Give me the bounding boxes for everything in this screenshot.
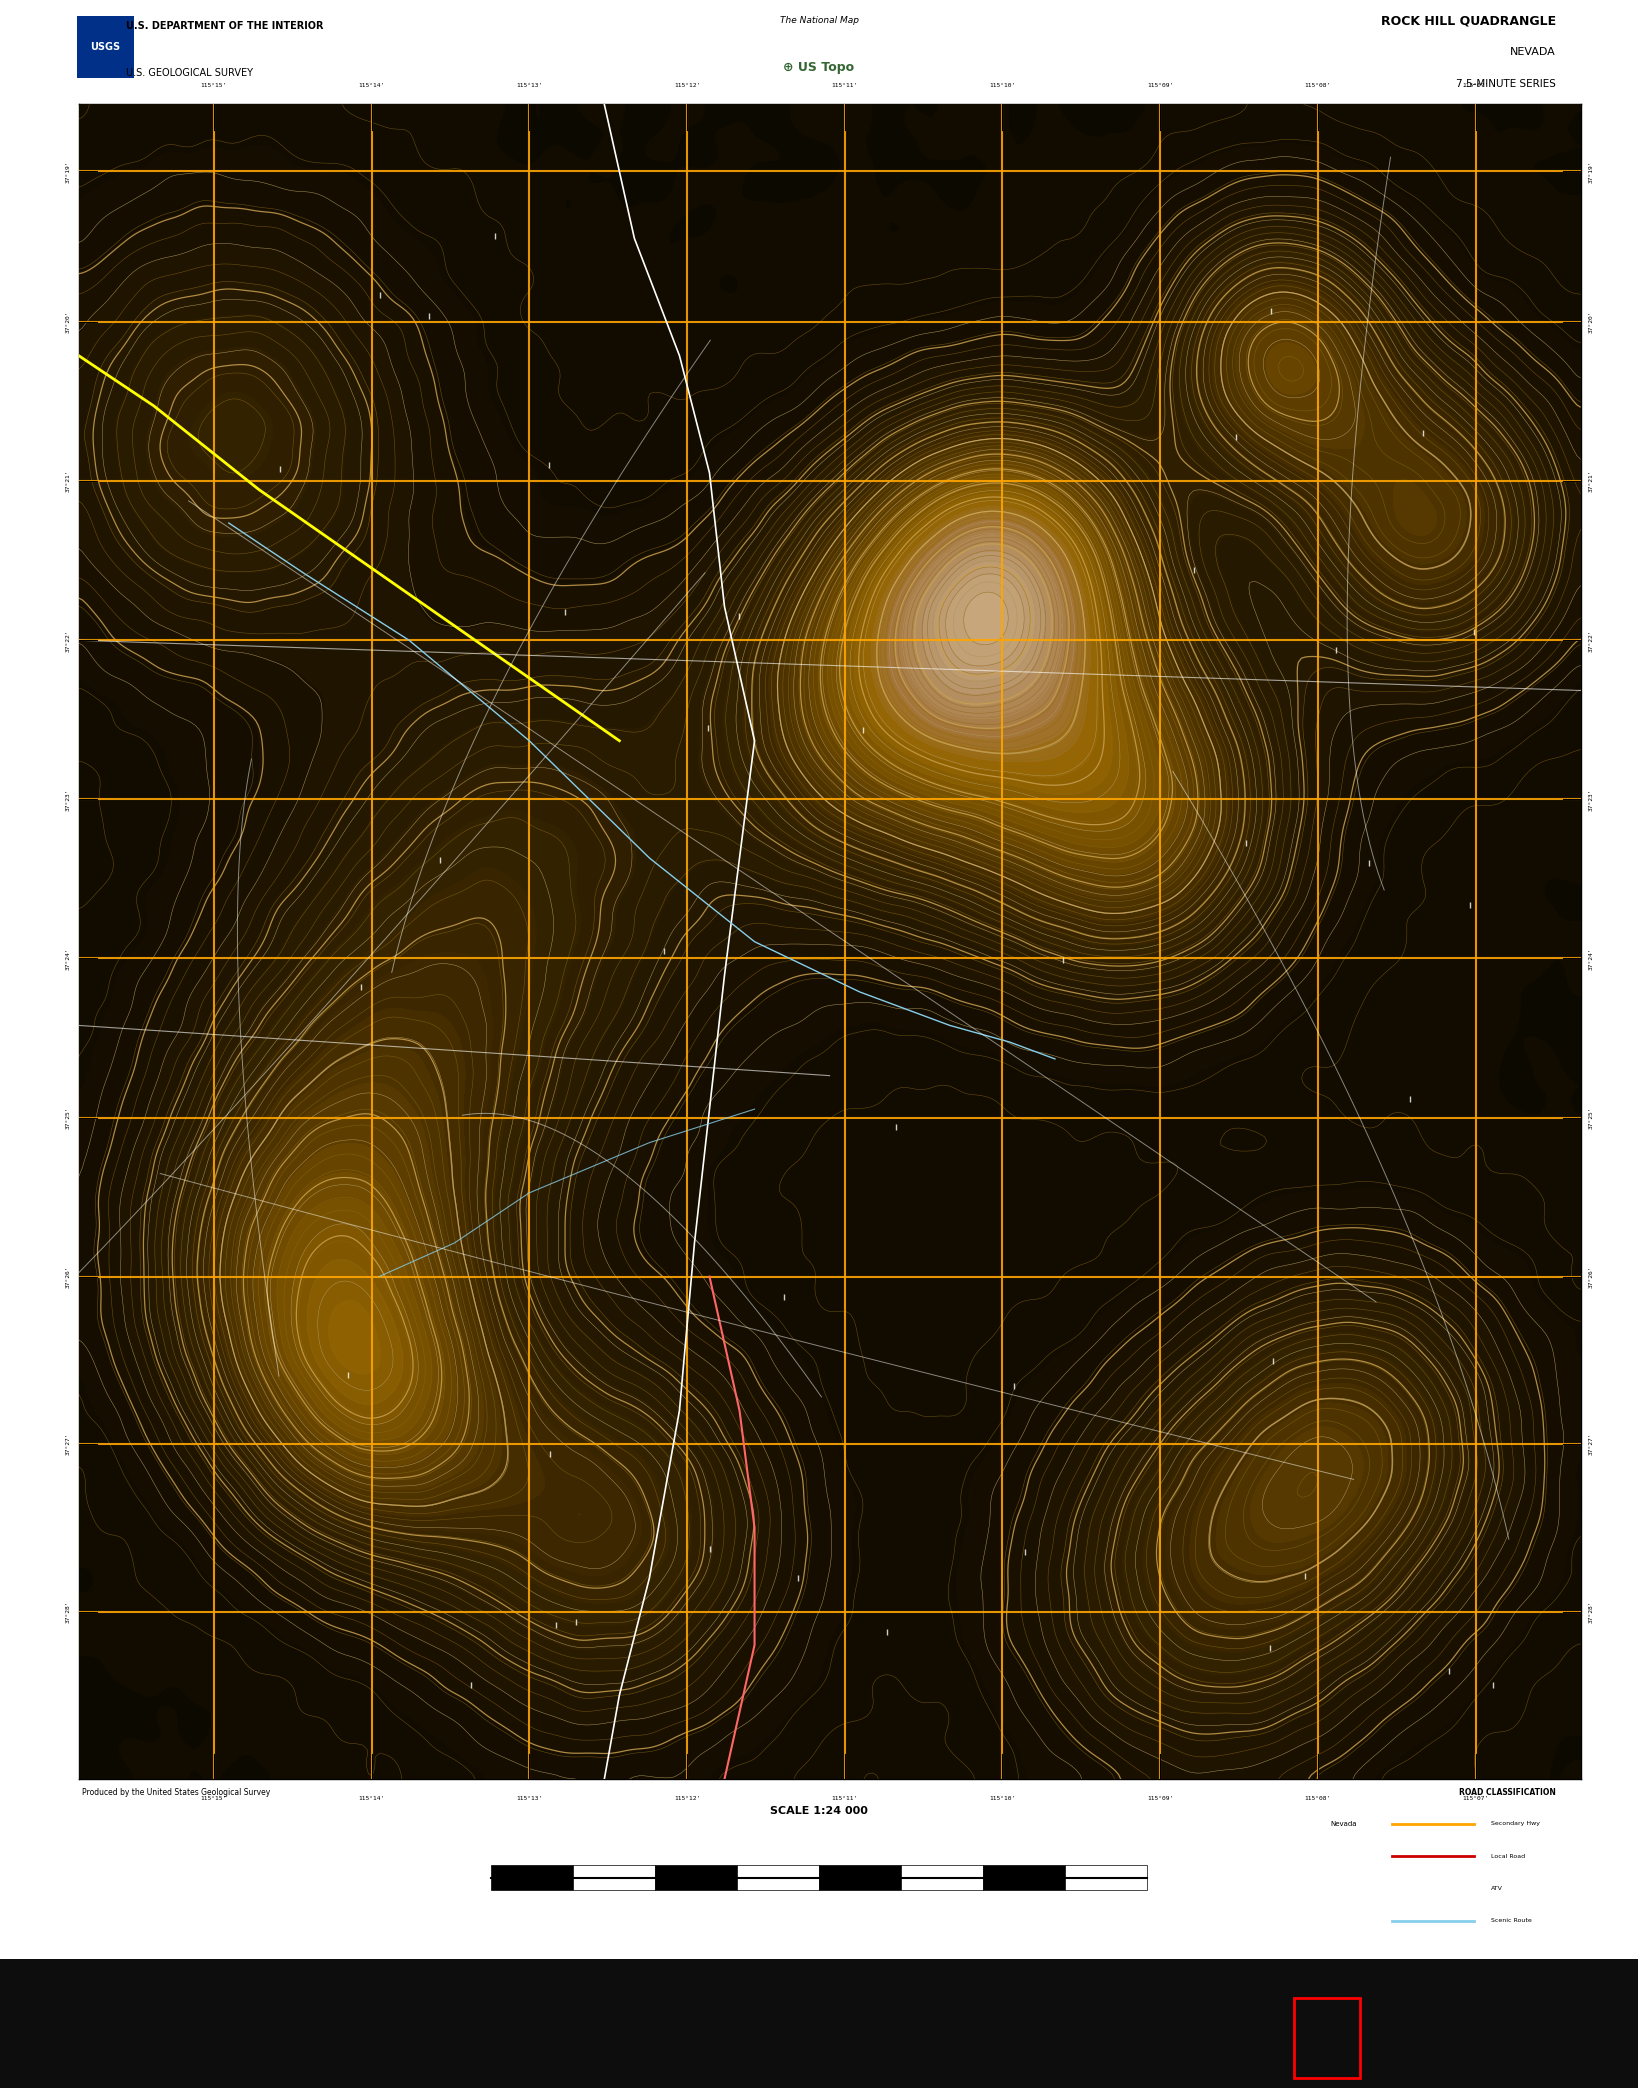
Text: 115°07': 115°07' bbox=[1463, 1796, 1489, 1800]
Text: 37°27': 37°27' bbox=[1589, 1432, 1594, 1455]
Text: USGS: USGS bbox=[90, 42, 120, 52]
Text: 37°26': 37°26' bbox=[66, 1265, 70, 1288]
Text: NEVADA: NEVADA bbox=[1510, 48, 1556, 56]
Text: 37°25': 37°25' bbox=[1589, 1107, 1594, 1130]
Bar bbox=[819, 1865, 901, 1890]
Text: 115°08': 115°08' bbox=[1305, 1796, 1332, 1800]
Text: Nevada: Nevada bbox=[1330, 1821, 1356, 1827]
Text: The National Map: The National Map bbox=[780, 17, 858, 25]
Text: 37°20': 37°20' bbox=[1589, 311, 1594, 334]
Text: 37°21': 37°21' bbox=[1589, 470, 1594, 493]
Text: 115°08': 115°08' bbox=[1305, 84, 1332, 88]
Text: 115°15': 115°15' bbox=[201, 1796, 228, 1800]
Text: 115°15': 115°15' bbox=[201, 84, 228, 88]
Text: 7.5-MINUTE SERIES: 7.5-MINUTE SERIES bbox=[1456, 79, 1556, 88]
Text: U.S. GEOLOGICAL SURVEY: U.S. GEOLOGICAL SURVEY bbox=[126, 69, 254, 77]
Text: 115°10': 115°10' bbox=[989, 84, 1016, 88]
Text: 115°09': 115°09' bbox=[1147, 1796, 1173, 1800]
Bar bbox=[1294, 1998, 1360, 2078]
Bar bbox=[0, 1959, 1638, 2088]
Text: Scenic Route: Scenic Route bbox=[1491, 1919, 1532, 1923]
Text: 37°23': 37°23' bbox=[1589, 787, 1594, 810]
Bar bbox=[491, 1865, 573, 1890]
Text: 37°24': 37°24' bbox=[1589, 948, 1594, 969]
Text: U.S. DEPARTMENT OF THE INTERIOR: U.S. DEPARTMENT OF THE INTERIOR bbox=[126, 21, 324, 31]
Bar bbox=[737, 1865, 819, 1890]
Text: ROAD CLASSIFICATION: ROAD CLASSIFICATION bbox=[1458, 1787, 1556, 1798]
Bar bbox=[1065, 1865, 1147, 1890]
Text: 115°11': 115°11' bbox=[832, 84, 858, 88]
Text: SCALE 1:24 000: SCALE 1:24 000 bbox=[770, 1806, 868, 1817]
Text: 37°26': 37°26' bbox=[1589, 1265, 1594, 1288]
Text: 37°20': 37°20' bbox=[66, 311, 70, 334]
Text: 115°13': 115°13' bbox=[516, 84, 542, 88]
Bar bbox=[901, 1865, 983, 1890]
Text: Produced by the United States Geological Survey: Produced by the United States Geological… bbox=[82, 1787, 270, 1798]
Text: Local Road: Local Road bbox=[1491, 1854, 1525, 1858]
Text: 37°23': 37°23' bbox=[66, 787, 70, 810]
Text: 115°13': 115°13' bbox=[516, 1796, 542, 1800]
Text: 115°07': 115°07' bbox=[1463, 84, 1489, 88]
Text: ⊕ US Topo: ⊕ US Topo bbox=[783, 61, 855, 75]
Text: 37°22': 37°22' bbox=[66, 628, 70, 651]
Text: 37°24': 37°24' bbox=[66, 948, 70, 969]
Text: 37°22': 37°22' bbox=[1589, 628, 1594, 651]
Text: 115°12': 115°12' bbox=[673, 84, 699, 88]
Text: 37°19': 37°19' bbox=[66, 161, 70, 182]
Text: 37°21': 37°21' bbox=[66, 470, 70, 493]
Text: 115°14': 115°14' bbox=[359, 84, 385, 88]
Text: 115°12': 115°12' bbox=[673, 1796, 699, 1800]
Bar bbox=[655, 1865, 737, 1890]
Text: 37°28': 37°28' bbox=[1589, 1599, 1594, 1622]
Text: Secondary Hwy: Secondary Hwy bbox=[1491, 1821, 1540, 1827]
Bar bbox=[573, 1865, 655, 1890]
Text: 115°09': 115°09' bbox=[1147, 84, 1173, 88]
Text: 115°11': 115°11' bbox=[832, 1796, 858, 1800]
Text: 115°14': 115°14' bbox=[359, 1796, 385, 1800]
Text: 37°27': 37°27' bbox=[66, 1432, 70, 1455]
Text: ROCK HILL QUADRANGLE: ROCK HILL QUADRANGLE bbox=[1381, 15, 1556, 27]
Bar bbox=[983, 1865, 1065, 1890]
Text: 115°10': 115°10' bbox=[989, 1796, 1016, 1800]
Text: ATV: ATV bbox=[1491, 1885, 1502, 1892]
Text: 37°28': 37°28' bbox=[66, 1599, 70, 1622]
Bar bbox=[77, 17, 134, 79]
Text: 37°25': 37°25' bbox=[66, 1107, 70, 1130]
Text: 37°19': 37°19' bbox=[1589, 161, 1594, 182]
